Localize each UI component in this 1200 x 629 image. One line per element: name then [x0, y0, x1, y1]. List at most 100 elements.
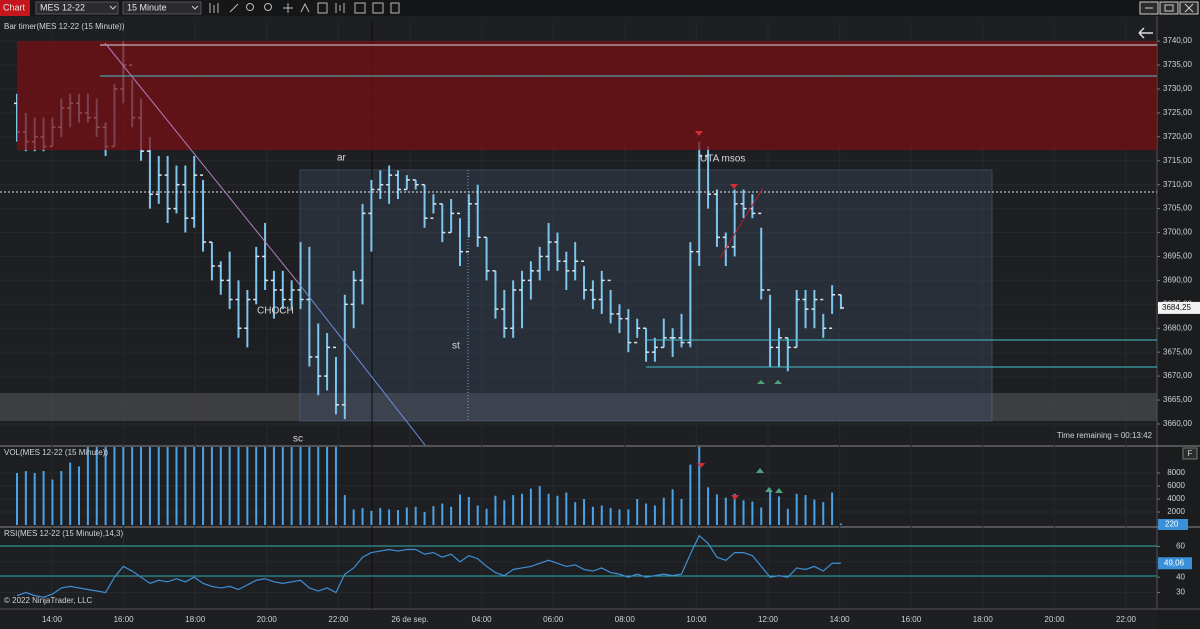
toolbar-icons[interactable] [209, 2, 400, 14]
y-tick-label: 60 [1176, 542, 1185, 551]
panel-title: Bar timer(MES 12-22 (15 Minute)) [4, 22, 125, 31]
chart-tab-label: Chart [3, 2, 26, 12]
volume-bar [405, 507, 408, 525]
annotation: UTA msos [700, 154, 745, 165]
trend-line [299, 284, 426, 446]
volume-bar [157, 447, 160, 525]
volume-bar [831, 492, 834, 525]
dropdown-arrow [109, 5, 117, 10]
volume-bar [432, 506, 435, 525]
volume-bar [396, 510, 399, 525]
volume-bar [24, 471, 27, 525]
y-tick-label: 40 [1176, 572, 1185, 581]
volume-bar [193, 447, 196, 525]
time-remaining: Time remaining = 00:13:42 [1057, 431, 1153, 440]
volume-bar [459, 494, 461, 525]
volume-bar [636, 499, 639, 525]
volume-bar [113, 447, 116, 525]
volume-bar [503, 500, 506, 525]
y-tick-label: 3705,00 [1163, 204, 1192, 213]
volume-bar [370, 510, 373, 525]
volume-bar [813, 499, 816, 525]
volume-bar [317, 447, 320, 525]
x-tick-label: 22:00 [328, 615, 349, 624]
interval-label: 15 Minute [127, 2, 167, 12]
y-tick-label: 4000 [1167, 494, 1185, 503]
y-tick-label: 3715,00 [1163, 156, 1192, 165]
volume-bar [467, 497, 470, 525]
last-price-label: 3684,25 [1162, 303, 1191, 312]
y-tick-label: 3670,00 [1163, 371, 1192, 380]
volume-bar [219, 447, 222, 525]
chart-tab[interactable] [0, 0, 30, 16]
copyright: © 2022 NinjaTrader, LLC [4, 596, 93, 605]
volume-bar [804, 495, 807, 525]
instrument-select[interactable] [35, 1, 119, 15]
y-tick-label: 3740,00 [1163, 36, 1192, 45]
volume-bar [16, 473, 18, 525]
volume-bar [476, 505, 479, 525]
volume-bar [645, 503, 648, 525]
back-button[interactable] [1138, 27, 1153, 39]
y-tick-label: 3730,00 [1163, 84, 1192, 93]
y-tick-label: 3710,00 [1163, 180, 1192, 189]
last-value-label: 220 [1165, 520, 1179, 529]
volume-bar [334, 447, 337, 525]
volume-bar [671, 489, 674, 525]
trend-line [104, 42, 301, 286]
interval-select[interactable] [122, 1, 202, 15]
volume-bar [60, 471, 63, 525]
volume-bar [184, 447, 187, 525]
volume-bar [751, 501, 754, 525]
volume-bar [441, 503, 444, 525]
f-button[interactable] [1182, 447, 1198, 460]
volume-bar [246, 447, 249, 525]
x-tick-label: 18:00 [185, 615, 206, 624]
volume-bar [308, 447, 311, 525]
volume-bar [414, 506, 417, 525]
y-tick-label: 3680,00 [1163, 323, 1192, 332]
volume-bar [228, 447, 231, 525]
x-tick-label: 22:00 [1116, 615, 1137, 624]
volume-bar [95, 447, 98, 525]
volume-bar [627, 509, 630, 525]
signal-up [756, 468, 783, 493]
signal-up [757, 380, 782, 384]
volume-bar [166, 447, 169, 525]
x-tick-label: 14:00 [830, 615, 851, 624]
last-value-marker [1158, 557, 1192, 570]
volume-bar [724, 497, 727, 525]
volume-bar [600, 505, 603, 525]
support-zone [0, 393, 1157, 421]
toolbar [0, 0, 1200, 16]
f-button-label: F [1188, 449, 1193, 458]
volume-bar [556, 495, 559, 525]
x-tick-label: 26 de sep. [391, 615, 428, 624]
window-controls[interactable] [1139, 1, 1199, 15]
volume-bar [769, 488, 772, 525]
volume-bar [529, 488, 532, 525]
rsi-line [16, 534, 841, 598]
volume-bar [653, 505, 656, 525]
annotation: st [452, 341, 460, 352]
volume-bar [86, 447, 89, 525]
volume-bar [78, 466, 81, 525]
volume-bar [281, 447, 284, 525]
annotation: CHOCH [257, 306, 294, 317]
last-value-marker [1158, 519, 1188, 530]
instrument-label: MES 12-22 [40, 2, 85, 12]
volume-bar [33, 473, 36, 525]
volume-bar [485, 508, 488, 525]
x-tick-label: 20:00 [1044, 615, 1065, 624]
x-tick-label: 16:00 [901, 615, 922, 624]
x-tick-label: 14:00 [42, 615, 63, 624]
volume-bar [361, 508, 364, 525]
trend-line [719, 187, 764, 259]
volume-bar [583, 499, 586, 525]
x-tick-label: 20:00 [257, 615, 278, 624]
volume-bar [51, 479, 54, 525]
volume-bar [512, 495, 515, 525]
volume-bar [299, 447, 302, 525]
volume-bar [175, 447, 178, 525]
signal-down [697, 463, 739, 500]
